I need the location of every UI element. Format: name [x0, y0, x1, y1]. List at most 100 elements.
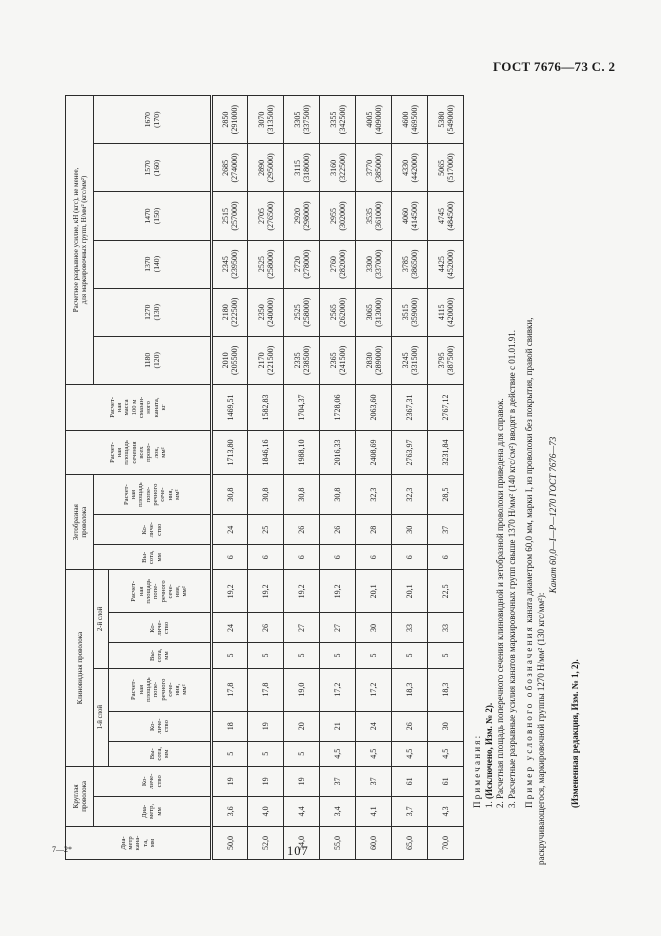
- table-cell: 6: [391, 544, 428, 570]
- table-cell: 26: [283, 514, 320, 545]
- table-cell: 17,2: [319, 668, 356, 712]
- table-cell: 5065 (517000): [427, 143, 464, 192]
- table-cell: 1469,51: [211, 384, 248, 431]
- table-cell: 1988,10: [283, 430, 320, 475]
- table-cell: 6: [319, 544, 356, 570]
- table-cell: 4,5: [355, 741, 392, 767]
- table-cell: 3245 (331500): [391, 336, 428, 385]
- table-cell: 19,2: [211, 569, 248, 613]
- table-cell: 1728,06: [319, 384, 356, 431]
- table-cell: 2170 (221500): [247, 336, 284, 385]
- table-cell: 2408,69: [355, 430, 392, 475]
- table-cell: 18: [211, 711, 248, 742]
- col-group-wedge-wire: Клиновидная проволока: [65, 569, 94, 767]
- table-cell: 27: [319, 612, 356, 643]
- table-cell: 30: [391, 514, 428, 545]
- table-cell: 3785 (386500): [391, 240, 428, 289]
- note-3: 3. Расчетные разрывные усилия канатов ма…: [506, 329, 517, 808]
- table-cell: 21: [319, 711, 356, 742]
- col-header-area: Расчет- ная площадь попе- речного сече- …: [108, 569, 212, 613]
- col-header-force-1470: 1470 (150): [93, 191, 212, 241]
- table-cell: 37: [319, 766, 356, 797]
- table-cell: 33: [391, 612, 428, 643]
- table-cell: 19,0: [283, 668, 320, 712]
- notes-block: Примечания: 1. (Исключено, Изм. № 2). 2.…: [472, 83, 581, 865]
- table-cell: 2525 (258000): [247, 240, 284, 289]
- table-cell: 6: [247, 544, 284, 570]
- table-cell: 5: [355, 643, 392, 669]
- table-cell: 17,2: [355, 668, 392, 712]
- table-cell: 6: [211, 544, 248, 570]
- col-header-rope-diameter: Диа- метр кана- та, мм: [65, 826, 212, 860]
- table-cell: 4,1: [355, 796, 392, 827]
- amended-note: (Измененная редакция, Изм. № 1, 2).: [569, 659, 580, 808]
- table-cell: 5: [319, 643, 356, 669]
- table-cell: 5: [391, 643, 428, 669]
- table-cell: 24: [355, 711, 392, 742]
- table-cell: 3,7: [391, 796, 428, 827]
- table-cell: 61: [427, 766, 464, 797]
- table-cell: 2705 (276500): [247, 191, 284, 241]
- table-cell: 19: [211, 766, 248, 797]
- table-row: 50,0 3,6 19 5 18 17,8 5 24 19,2 6 24 30,…: [211, 95, 248, 860]
- table-cell: 19: [247, 711, 284, 742]
- table-cell: 3300 (337000): [355, 240, 392, 289]
- col-header-height: Вы- сота, мм: [108, 741, 212, 767]
- table-cell: 3,6: [211, 796, 248, 827]
- note-2: 2. Расчетная площадь поперечного сечения…: [495, 398, 505, 808]
- note-1: 1. (Исключено, Изм. № 2).: [483, 702, 494, 808]
- table-cell: 4600 (469500): [391, 95, 428, 144]
- col-header-force-1570: 1570 (160): [93, 143, 212, 192]
- table-cell: 37: [355, 766, 392, 797]
- table-cell: 2850 (291000): [211, 95, 248, 144]
- table-cell: 2365 (241500): [319, 336, 356, 385]
- table-cell: 3355 (342500): [319, 95, 356, 144]
- table-cell: 24: [211, 514, 248, 545]
- table-row: 60,0 4,1 37 4,5 24 17,2 5 30 20,1 6 28 3…: [355, 95, 392, 860]
- table-cell: 4060 (414500): [391, 191, 428, 241]
- table-row: 52,0 4,0 19 5 19 17,8 5 26 19,2 6 25 30,…: [247, 95, 284, 860]
- table-cell: 5: [211, 741, 248, 767]
- table-cell: 4,5: [427, 741, 464, 767]
- col-header-quantity: Ко- личе- ство: [108, 711, 212, 742]
- table-cell: 52,0: [247, 826, 284, 860]
- table-cell: 2830 (289000): [355, 336, 392, 385]
- table-cell: 4005 (409000): [355, 95, 392, 144]
- col-group-round-wire: Круглая проволока: [65, 766, 94, 827]
- table-cell: 4115 (420000): [427, 288, 464, 337]
- table-cell: 37: [427, 514, 464, 545]
- table-cell: 3231,84: [427, 430, 464, 475]
- table-cell: 1582,83: [247, 384, 284, 431]
- table-cell: 60,0: [355, 826, 392, 860]
- table-cell: 30: [355, 612, 392, 643]
- col-header-quantity: Ко- личе- ство: [93, 766, 212, 797]
- table-cell: 2720 (278000): [283, 240, 320, 289]
- table-cell: 18,3: [391, 668, 428, 712]
- table-cell: 20,1: [391, 569, 428, 613]
- col-subgroup-layer1: 1-й слой: [93, 668, 109, 767]
- table-cell: 5: [247, 643, 284, 669]
- table-cell: 2010 (205500): [211, 336, 248, 385]
- table-cell: 26: [391, 711, 428, 742]
- table-row: 70,0 4,3 61 4,5 30 18,3 5 33 22,5 6 37 2…: [427, 95, 464, 860]
- table-cell: 3160 (322500): [319, 143, 356, 192]
- table-cell: 3,4: [319, 796, 356, 827]
- table-cell: 2767,12: [427, 384, 464, 431]
- table-cell: 19,2: [247, 569, 284, 613]
- table-cell: 4,4: [283, 796, 320, 827]
- table-cell: 5: [427, 643, 464, 669]
- table-cell: 3795 (387500): [427, 336, 464, 385]
- table-cell: 2525 (258000): [283, 288, 320, 337]
- col-header-total-area: Расчет- ная площадь сечения всех прово- …: [65, 430, 212, 475]
- col-header-height: Вы- сота, мм: [93, 544, 212, 570]
- table-cell: 1846,16: [247, 430, 284, 475]
- table-cell: 2016,33: [319, 430, 356, 475]
- rope-spec-table: Диа- метр кана- та, мм Круглая проволока…: [65, 95, 464, 860]
- table-cell: 5380 (549000): [427, 95, 464, 144]
- table-cell: 3770 (385000): [355, 143, 392, 192]
- table-cell: 3065 (313000): [355, 288, 392, 337]
- table-cell: 28: [355, 514, 392, 545]
- table-cell: 70,0: [427, 826, 464, 860]
- table-cell: 4,0: [247, 796, 284, 827]
- rope-designation: Канат 60,0—I—Р—1270 ГОСТ 7676—73: [548, 436, 558, 594]
